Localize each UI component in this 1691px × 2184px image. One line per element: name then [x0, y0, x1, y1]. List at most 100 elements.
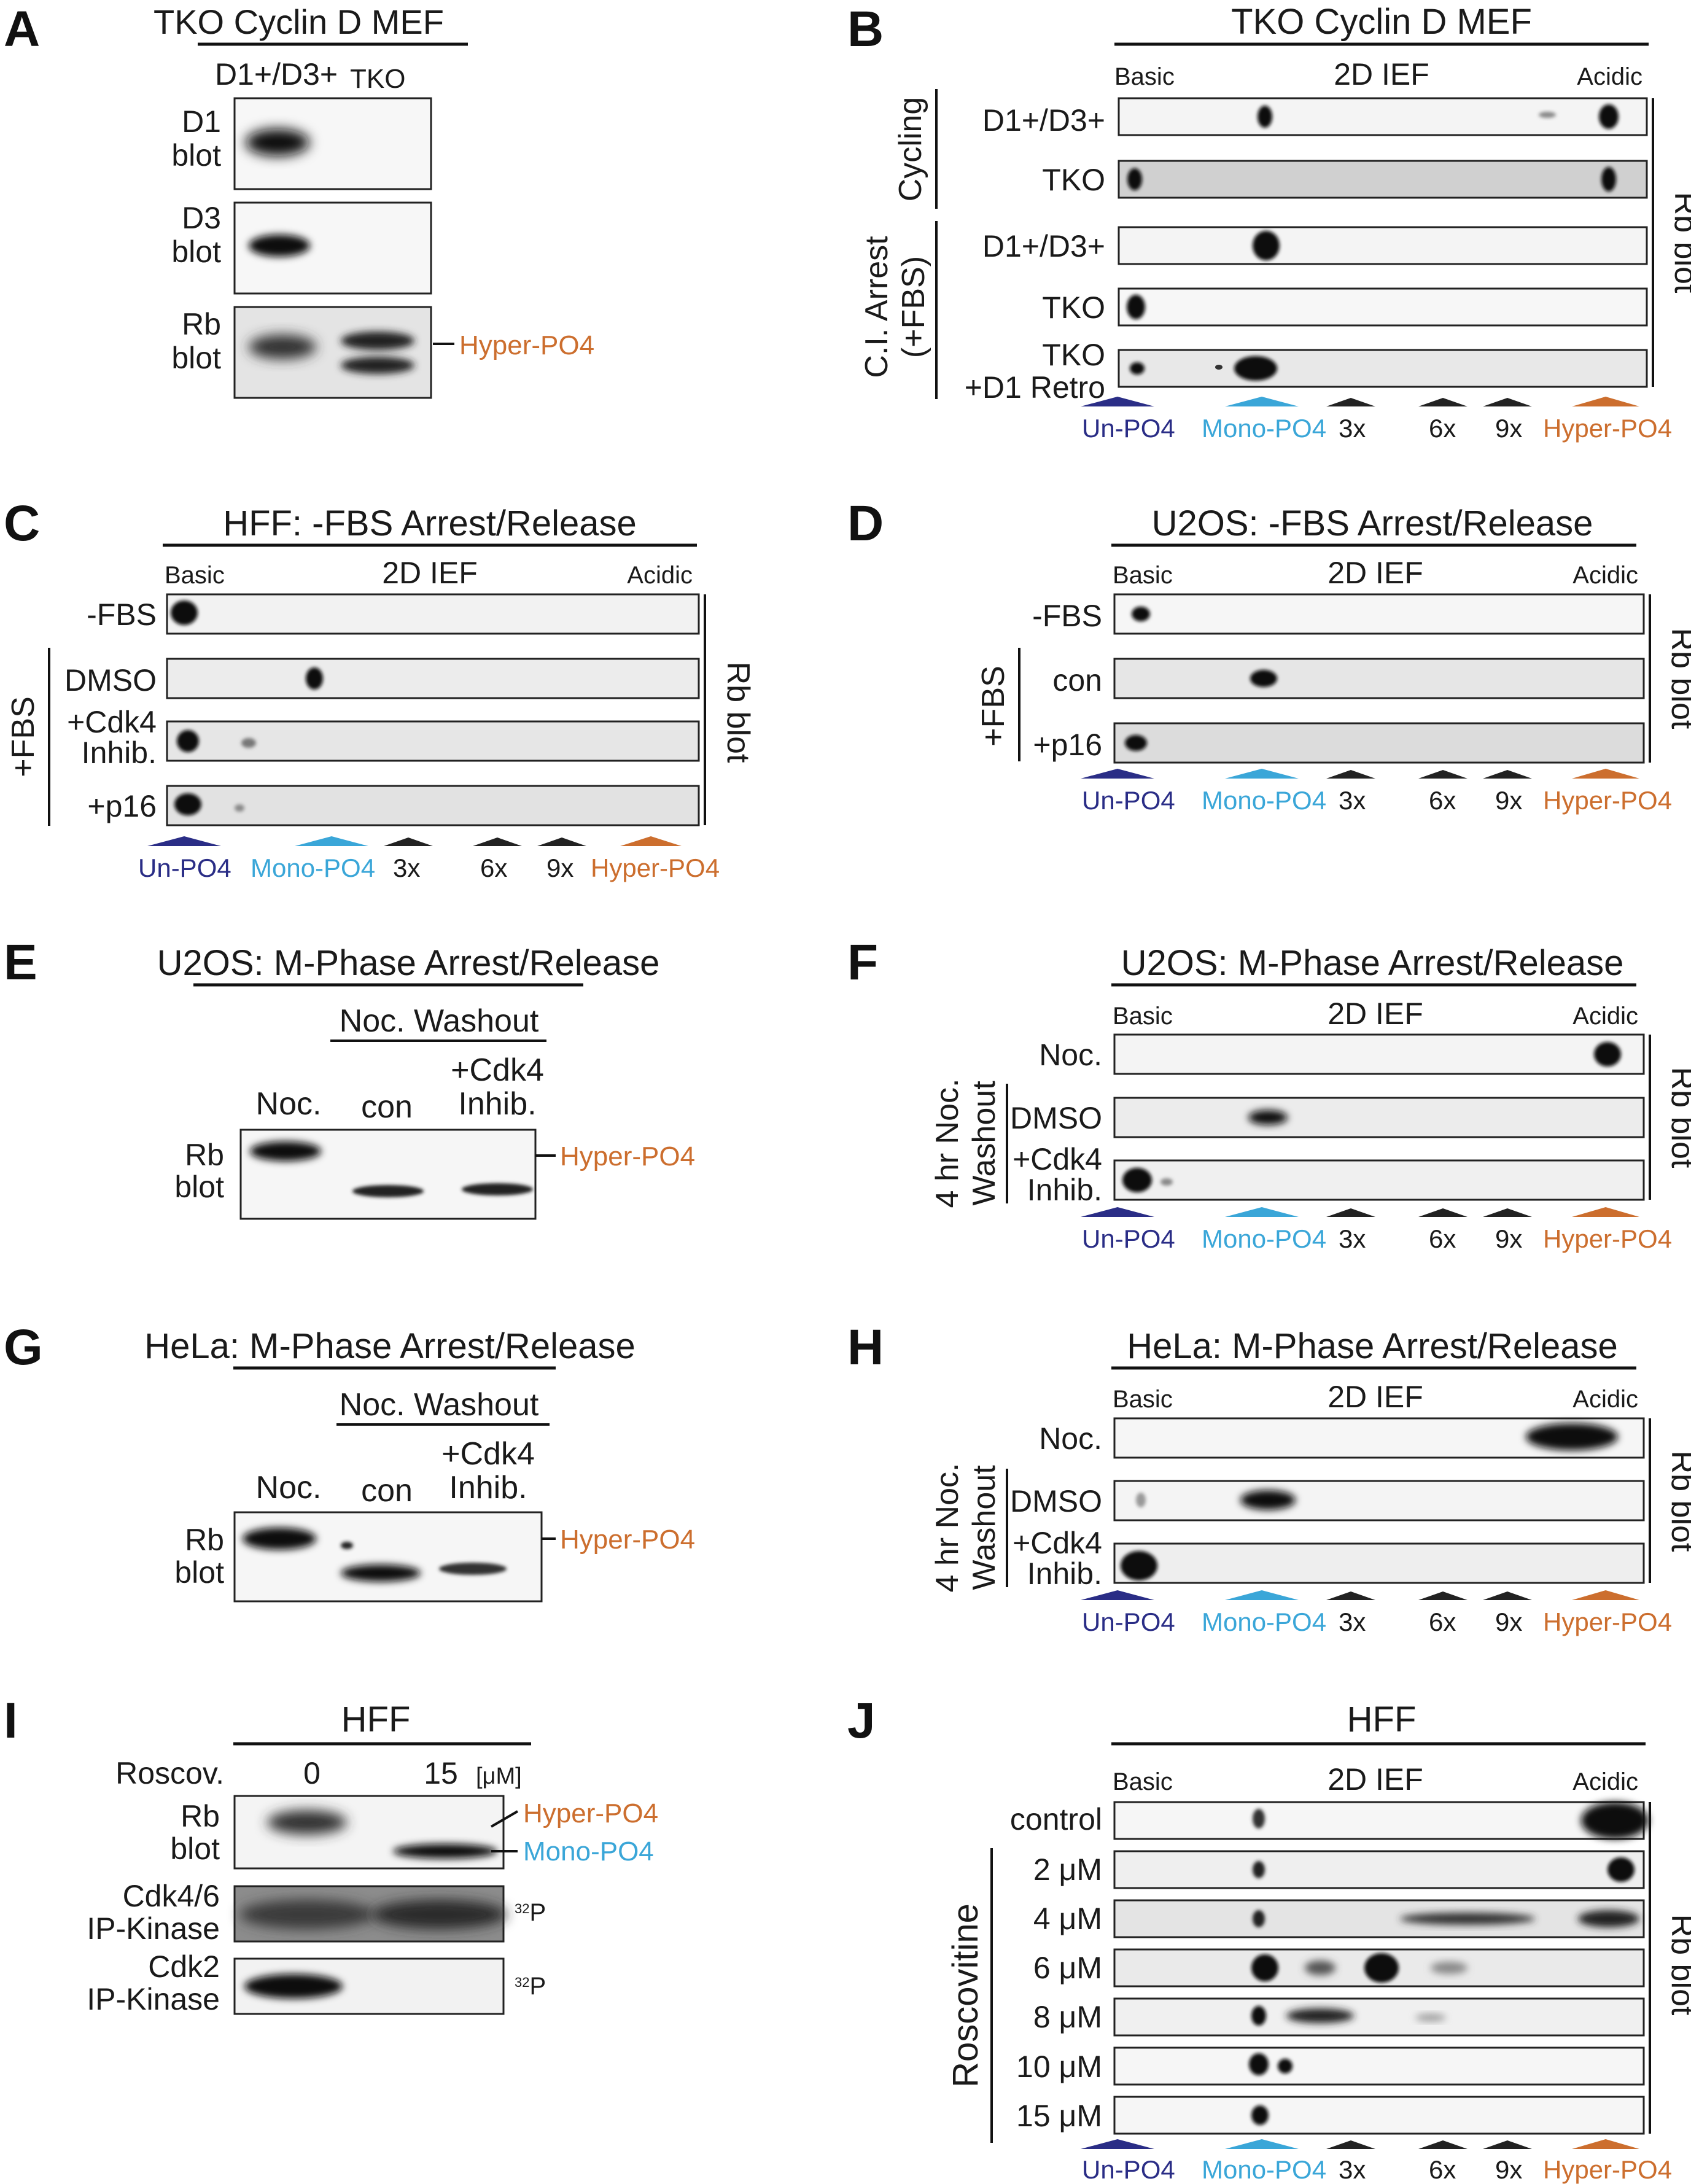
- p32-label: 32P: [515, 1899, 546, 1926]
- panel-a: A TKO Cyclin D MEF D1+/D3+ TKO D1 blot D…: [4, 1, 594, 399]
- panel-letter: J: [847, 1693, 876, 1749]
- basic-label: Basic: [1113, 1003, 1173, 1030]
- row-label: Inhib.: [1027, 1556, 1102, 1591]
- column-label: Inhib.: [458, 1086, 536, 1122]
- gel-strip: [1113, 1899, 1645, 1938]
- row-label: DMSO: [1010, 1101, 1102, 1135]
- row-label: DMSO: [64, 663, 157, 698]
- row-label: IP-Kinase: [87, 1911, 220, 1946]
- row-label: Noc.: [1039, 1038, 1102, 1072]
- group-label: +FBS: [6, 696, 41, 777]
- row-label: 8 μM: [1033, 2000, 1102, 2034]
- panel-letter: G: [4, 1319, 43, 1375]
- un-po4-label: Un-PO4: [138, 853, 231, 882]
- rb-blot-label: Rb blot: [1665, 628, 1691, 729]
- panel-title: U2OS: M-Phase Arrest/Release: [1121, 943, 1624, 983]
- hyper-po4-label: Hyper-PO4: [1543, 2155, 1672, 2184]
- row-label: +Cdk4: [67, 705, 157, 739]
- row-label: -FBS: [1032, 599, 1102, 633]
- row-label: +Cdk4: [1013, 1142, 1102, 1176]
- gel-strip: [1118, 226, 1648, 265]
- fold-label: 9x: [1495, 414, 1522, 443]
- panel-e: E U2OS: M-Phase Arrest/Release Noc. Wash…: [4, 935, 695, 1220]
- fold-label: 6x: [1429, 786, 1456, 815]
- hyper-po4-label: Hyper-PO4: [1543, 786, 1672, 815]
- fold-label: 3x: [1339, 1607, 1366, 1636]
- mono-po4-label: Mono-PO4: [1202, 1224, 1326, 1253]
- fold-label: 3x: [1339, 414, 1366, 443]
- row-label: blot: [170, 1832, 220, 1866]
- basic-label: Basic: [1113, 1768, 1173, 1795]
- gel-strip: [166, 785, 700, 826]
- row-label: D1+/D3+: [982, 103, 1105, 138]
- row-label: IP-Kinase: [87, 1982, 220, 2016]
- p32-label: 32P: [515, 1973, 546, 2000]
- phospho-marker-row: Un-PO4 Mono-PO4 3x 6x 9x Hyper-PO4: [1081, 1207, 1672, 1253]
- ief-label: 2D IEF: [1328, 997, 1423, 1031]
- panel-letter: H: [847, 1319, 884, 1375]
- blot-rb: [233, 1511, 543, 1603]
- roscovitine-label: Roscov.: [115, 1756, 224, 1790]
- gel-strip: [1113, 722, 1645, 764]
- fold-label: 3x: [1339, 786, 1366, 815]
- panel-title: TKO Cyclin D MEF: [1231, 2, 1532, 42]
- phospho-marker-row: Un-PO4 Mono-PO4 3x 6x 9x Hyper-PO4: [1081, 2139, 1672, 2184]
- panel-letter: A: [4, 1, 40, 57]
- group-label: Roscovitine: [946, 1903, 985, 2088]
- gel-strip: [1113, 2096, 1645, 2135]
- ief-label: 2D IEF: [1328, 556, 1423, 590]
- gel-strip: [1118, 97, 1648, 136]
- rb-blot-label: Rb blot: [1665, 1914, 1691, 2016]
- rb-blot-label: Rb blot: [1668, 192, 1691, 293]
- row-label: blot: [171, 235, 221, 269]
- rb-blot-label: Rb blot: [720, 662, 756, 763]
- row-label: TKO: [1042, 338, 1105, 372]
- gel-strip: [1113, 658, 1645, 699]
- fold-label: 6x: [1429, 2155, 1456, 2184]
- panel-title: HeLa: M-Phase Arrest/Release: [1127, 1326, 1617, 1366]
- basic-label: Basic: [165, 562, 225, 589]
- ief-label: 2D IEF: [1334, 57, 1429, 91]
- row-label: blot: [171, 341, 221, 375]
- panel-letter: C: [4, 495, 40, 551]
- panel-letter: B: [847, 1, 884, 57]
- blot-d1: [233, 97, 432, 190]
- row-label: 15 μM: [1016, 2099, 1102, 2133]
- acidic-label: Acidic: [1572, 1768, 1638, 1795]
- group-label: Washout: [966, 1081, 1002, 1206]
- hyper-po4-label: Hyper-PO4: [523, 1798, 658, 1828]
- row-label: DMSO: [1010, 1484, 1102, 1518]
- row-label: con: [1052, 663, 1102, 698]
- fold-label: 6x: [1429, 1224, 1456, 1253]
- column-label: Inhib.: [449, 1470, 527, 1506]
- panel-g: G HeLa: M-Phase Arrest/Release Noc. Wash…: [4, 1319, 695, 1603]
- panel-title: HFF: [1347, 1700, 1417, 1739]
- phospho-marker-row: Un-PO4 Mono-PO4 3x 6x 9x Hyper-PO4: [1081, 397, 1672, 443]
- gel-strip: [1113, 2046, 1645, 2086]
- gel-strip: [166, 593, 700, 635]
- panel-b: B TKO Cyclin D MEF Basic 2D IEF Acidic C…: [847, 1, 1691, 443]
- phospho-marker-row: Un-PO4 Mono-PO4 3x 6x 9x Hyper-PO4: [1081, 769, 1672, 815]
- panel-c: C HFF: -FBS Arrest/Release Basic 2D IEF …: [4, 495, 756, 882]
- group-label: Washout: [966, 1465, 1002, 1590]
- row-label: Inhib.: [1027, 1173, 1102, 1207]
- basic-label: Basic: [1114, 63, 1175, 90]
- column-label: +Cdk4: [451, 1052, 544, 1088]
- fold-label: 9x: [1495, 1607, 1522, 1636]
- sub-title: Noc. Washout: [340, 1387, 539, 1423]
- panel-title: HeLa: M-Phase Arrest/Release: [144, 1326, 635, 1366]
- gel-strip: [1118, 287, 1648, 327]
- mono-po4-label: Mono-PO4: [251, 853, 375, 882]
- row-label: 2 μM: [1033, 1852, 1102, 1887]
- acidic-label: Acidic: [627, 562, 693, 589]
- hyper-po4-label: Hyper-PO4: [591, 853, 720, 882]
- panel-h: H HeLa: M-Phase Arrest/Release Basic 2D …: [847, 1319, 1691, 1636]
- row-label: control: [1010, 1802, 1102, 1836]
- row-label: D1+/D3+: [982, 229, 1105, 263]
- fold-label: 3x: [1339, 1224, 1366, 1253]
- panel-d: D U2OS: -FBS Arrest/Release Basic 2D IEF…: [847, 495, 1691, 815]
- ief-label: 2D IEF: [382, 556, 478, 590]
- unit-label: [μM]: [476, 1763, 522, 1789]
- row-label: D1: [182, 104, 221, 139]
